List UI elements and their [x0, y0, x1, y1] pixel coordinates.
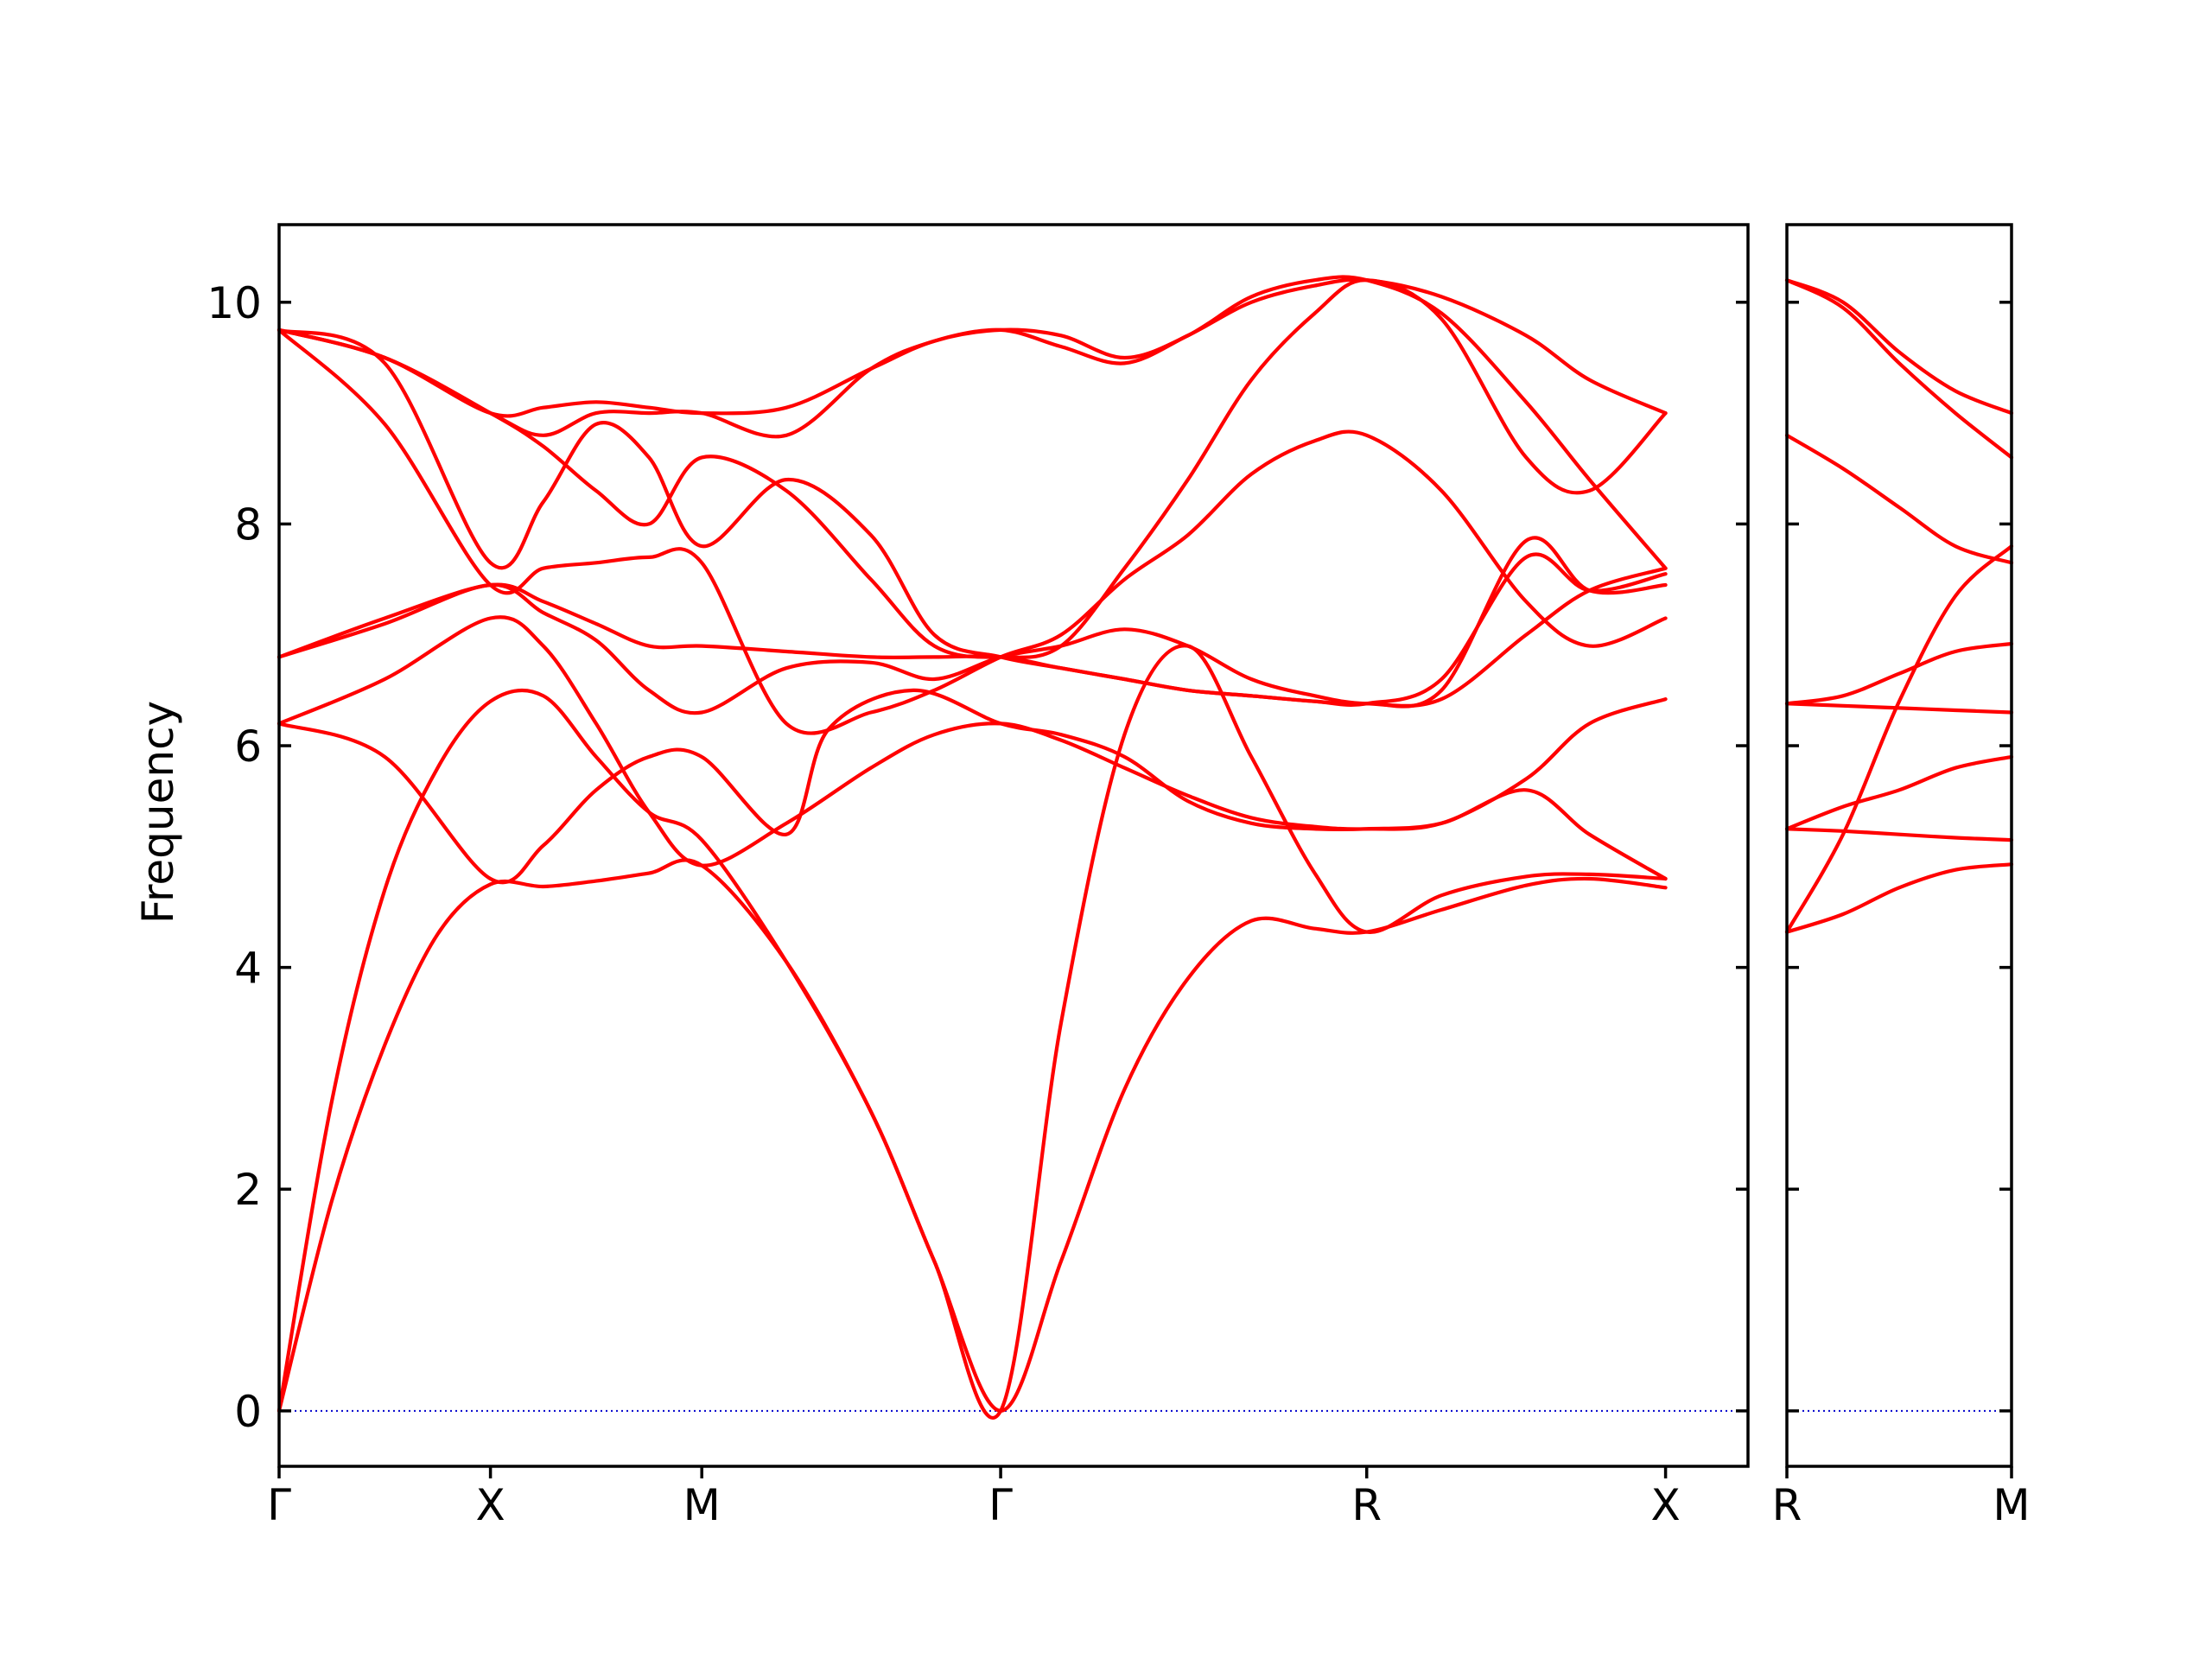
band-line-4: [276, 615, 1668, 868]
x-tick-label: R: [1351, 1480, 1382, 1530]
band-line-9: [1784, 278, 2014, 416]
y-tick-label: 10: [207, 278, 262, 328]
band-line-5: [1784, 702, 2014, 715]
x-tick-label: X: [475, 1480, 505, 1530]
band-line-1: [276, 858, 1668, 1413]
y-tick-label: 4: [234, 944, 262, 994]
y-tick-label: 8: [234, 499, 262, 550]
band-line-11: [276, 275, 1668, 570]
y-axis-label: Frequency: [133, 701, 183, 924]
plot-frame: [1785, 223, 2013, 1468]
y-tick-label: 0: [234, 1387, 262, 1437]
y-tick-label: 2: [234, 1165, 262, 1215]
band-line-9: [276, 278, 1668, 659]
y-tick-label: 6: [234, 721, 262, 772]
band-line-1: [1784, 862, 2014, 934]
band-line-6: [1784, 641, 2014, 706]
band-line-7: [1784, 433, 2014, 565]
x-tick-label: X: [1650, 1480, 1680, 1530]
panel-main: 0 2 4 6 8 10 Γ X M Γ R X: [207, 223, 1750, 1530]
band-line-6: [276, 536, 1668, 709]
x-tick-label: Γ: [988, 1480, 1013, 1530]
band-line-3: [276, 688, 1668, 885]
band-line-2: [1784, 544, 2014, 934]
x-tick-label: R: [1772, 1480, 1802, 1530]
x-tick-label: M: [683, 1480, 721, 1530]
band-line-4: [1784, 754, 2014, 831]
band-line-7: [276, 327, 1668, 735]
band-line-5: [276, 566, 1668, 715]
band-line-3: [1784, 827, 2014, 842]
band-line-8: [1784, 278, 2014, 460]
x-tick-label: Γ: [267, 1480, 291, 1530]
x-tick-label: M: [1993, 1480, 2030, 1530]
band-line-2: [276, 644, 1668, 1421]
plot-frame: [277, 223, 1750, 1468]
band-line-8: [276, 327, 1668, 707]
